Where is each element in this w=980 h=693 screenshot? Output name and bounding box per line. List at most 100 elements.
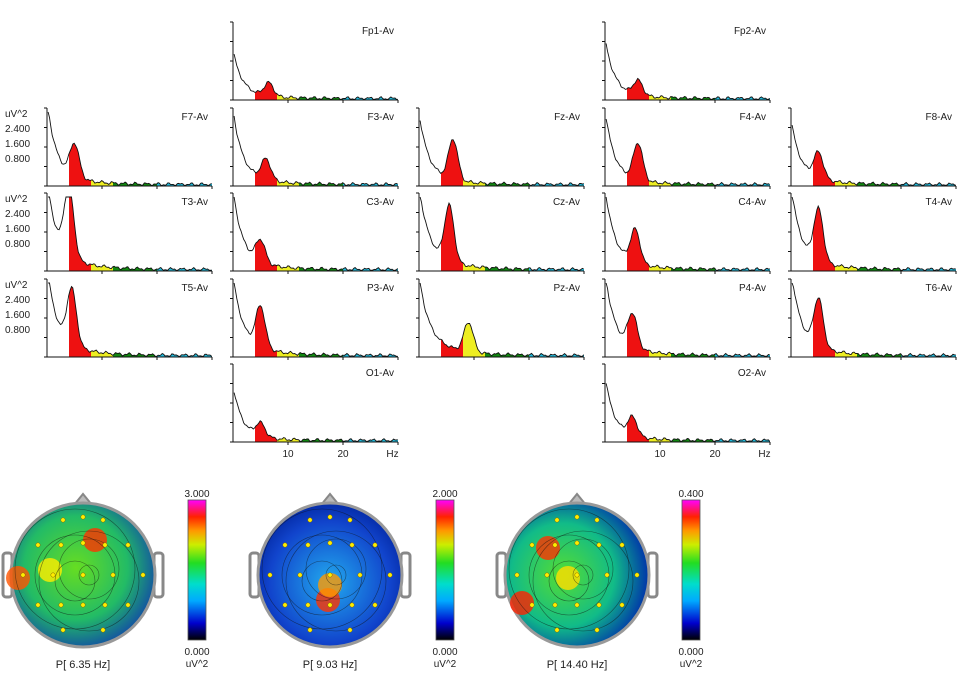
- electrode-marker: [387, 572, 393, 578]
- spectrum-line: [47, 111, 212, 186]
- electrode-marker: [282, 542, 288, 548]
- band-alpha-area: [835, 350, 857, 357]
- electrode-marker: [327, 572, 333, 578]
- band-delta-area: [791, 197, 813, 271]
- electrode-marker: [619, 542, 625, 548]
- electrode-marker: [554, 517, 560, 523]
- band-delta-area: [419, 197, 441, 271]
- electrode-marker: [347, 627, 353, 633]
- colorbar-max-label: 3.000: [184, 489, 209, 500]
- electrode-marker: [604, 572, 610, 578]
- electrode-marker: [529, 602, 535, 608]
- band-delta-area: [233, 50, 255, 100]
- activation-hotspot: [510, 591, 534, 615]
- electrode-marker: [327, 514, 333, 520]
- spectrum-panel-f3-av: F3-Av: [230, 107, 399, 189]
- activation-hotspot: [536, 536, 560, 560]
- electrode-marker: [80, 602, 86, 608]
- channel-label: T6-Av: [926, 283, 953, 294]
- electrode-marker: [554, 627, 560, 633]
- electrode-marker: [140, 572, 146, 578]
- band-beta1-area: [299, 438, 343, 442]
- spectrum-line: [233, 196, 399, 271]
- colorbar-min-label: 0.000: [678, 647, 703, 658]
- electrode-marker: [100, 517, 106, 523]
- band-delta-area: [419, 112, 441, 186]
- spectrum-line: [791, 282, 956, 357]
- band-beta1-area: [299, 96, 343, 100]
- band-beta1-area: [113, 352, 157, 357]
- band-beta1-area: [857, 266, 901, 271]
- channel-label: O2-Av: [738, 368, 766, 379]
- band-alpha-area: [463, 178, 485, 186]
- band-delta-area: [47, 197, 69, 271]
- y-tick-label: 0.800: [5, 239, 30, 250]
- colorbar: [187, 499, 207, 641]
- electrode-marker: [282, 602, 288, 608]
- spectrum-panel-t3-av: T3-Av uV^2 2.400 1.600 0.800: [5, 192, 213, 274]
- band-theta-area: [813, 297, 835, 357]
- electrode-marker: [305, 602, 311, 608]
- electrode-marker: [574, 514, 580, 520]
- spectrum-line: [605, 196, 770, 271]
- band-theta-area: [627, 414, 649, 442]
- electrode-marker: [594, 627, 600, 633]
- contour-line: [78, 564, 100, 586]
- colorbar-min-label: 0.000: [184, 647, 209, 658]
- electrode-marker: [529, 542, 535, 548]
- electrode-marker: [267, 572, 273, 578]
- channel-label: P4-Av: [739, 283, 766, 294]
- electrode-marker: [574, 572, 580, 578]
- y-unit-label: uV^2: [5, 280, 28, 291]
- electrode-marker: [552, 602, 558, 608]
- x-tick-label: Hz: [386, 449, 398, 460]
- spectrum-line: [791, 125, 956, 186]
- y-tick-label: 2.400: [5, 209, 30, 220]
- band-theta-area: [255, 158, 277, 186]
- map-frequency-caption: P[ 9.03 Hz]: [303, 659, 357, 671]
- electrode-marker: [357, 572, 363, 578]
- spectrum-line: [233, 282, 398, 357]
- band-delta-area: [233, 283, 255, 357]
- band-theta-area: [255, 81, 277, 100]
- spectrum-line: [605, 282, 770, 357]
- electrode-marker: [102, 542, 108, 548]
- contour-line: [38, 530, 140, 632]
- x-tick-label: 20: [337, 449, 349, 460]
- electrode-marker: [307, 517, 313, 523]
- band-beta2-area: [715, 353, 770, 357]
- spectra-grid: Fp1-Av Fp2-Av F7-Av uV^2 2.400 1.600 0.800 F3-A…: [5, 21, 957, 445]
- spectrum-panel-p4-av: P4-Av: [602, 278, 771, 360]
- contour-line: [58, 538, 120, 600]
- contour-line: [572, 564, 594, 586]
- electrode-marker: [20, 572, 26, 578]
- y-tick-label: 1.600: [5, 310, 30, 321]
- electrode-marker: [58, 602, 64, 608]
- electrode-marker: [574, 540, 580, 546]
- spectrum-line: [233, 392, 398, 442]
- contour-line: [261, 508, 383, 630]
- band-delta-area: [233, 385, 255, 442]
- band-theta-area: [255, 239, 277, 271]
- band-beta2-area: [157, 182, 212, 186]
- contour-line: [285, 530, 387, 632]
- electrode-marker: [634, 572, 640, 578]
- electrode-marker: [60, 627, 66, 633]
- spectrum-panel-o1-av: O1-Av: [230, 363, 399, 445]
- colorbar-max-label: 0.400: [678, 489, 703, 500]
- colorbar: [435, 499, 455, 641]
- band-delta-area: [47, 112, 69, 186]
- band-beta1-area: [485, 352, 529, 357]
- electrode-marker: [619, 602, 625, 608]
- electrode-marker: [596, 602, 602, 608]
- electrode-marker: [349, 542, 355, 548]
- y-unit-label: uV^2: [5, 109, 28, 120]
- contour-line: [54, 560, 96, 602]
- spectrum-panel-t5-av: T5-Av uV^2 2.400 1.600 0.800: [5, 278, 213, 360]
- electrode-marker: [307, 627, 313, 633]
- channel-label: Fz-Av: [554, 112, 580, 123]
- spectrum-panel-t6-av: T6-Av: [788, 278, 957, 360]
- band-delta-area: [791, 283, 813, 357]
